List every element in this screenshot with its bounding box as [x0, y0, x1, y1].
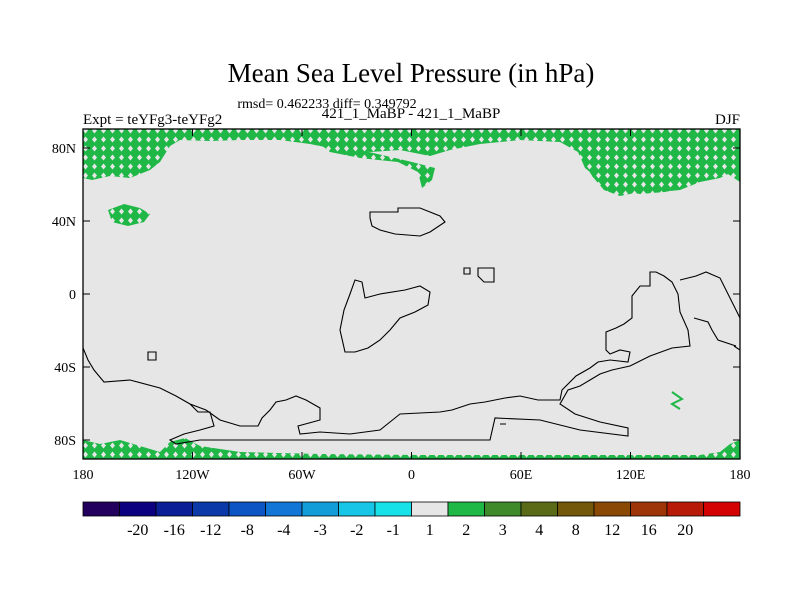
map-panel	[82, 128, 741, 460]
colorbar-box	[666, 501, 704, 517]
colorbar-box	[447, 501, 485, 517]
colorbar-label: -4	[277, 522, 290, 539]
colorbar-box	[119, 501, 157, 517]
colorbar-box	[82, 501, 120, 517]
colorbar-label: 3	[499, 522, 507, 539]
colorbar-box	[593, 501, 631, 517]
colorbar-label: 2	[462, 522, 470, 539]
coastline-islands	[147, 351, 506, 425]
colorbar-box	[192, 501, 230, 517]
coastline-africa	[339, 279, 431, 353]
colorbar-box	[301, 501, 339, 517]
y-tick-label: 80S	[54, 434, 76, 449]
y-tick-label: 40N	[52, 215, 76, 230]
colorbar-label: 8	[572, 522, 580, 539]
stats-label: rmsd= 0.462233 diff= 0.349792	[237, 97, 416, 112]
colorbar-box	[557, 501, 595, 517]
arctic-hatched-patch	[315, 140, 435, 188]
antarctic-band	[83, 438, 740, 459]
x-tick-labels: 180 120W 60W 0 60E 120E 180	[73, 468, 751, 483]
colorbar-label: -8	[241, 522, 254, 539]
season-label: DJF	[715, 112, 740, 128]
x-tick-label: 120W	[175, 468, 210, 483]
x-tick-label: 60W	[288, 468, 316, 483]
coastline-arabia	[463, 267, 495, 283]
colorbar-label: -2	[350, 522, 363, 539]
colorbar-box	[155, 501, 193, 517]
colorbar-label: -3	[314, 522, 327, 539]
north-pacific-patch	[108, 204, 150, 226]
coastline-eurasia-west	[369, 207, 446, 237]
colorbar-box	[630, 501, 668, 517]
x-tick-label: 0	[408, 468, 415, 483]
y-axis	[83, 147, 740, 441]
positive-anomaly-regions	[83, 129, 740, 459]
y-tick-label: 80N	[52, 142, 76, 157]
experiment-label: Expt = teYFg3-teYFg2	[83, 112, 222, 128]
south-pacific-mark	[669, 391, 684, 410]
chart-title: Mean Sea Level Pressure (in hPa)	[228, 58, 595, 88]
arctic-band	[83, 129, 740, 194]
colorbar-label: 1	[426, 522, 434, 539]
coastlines	[83, 207, 740, 445]
colorbar-label: 20	[677, 522, 693, 539]
colorbar: -20 -16 -12 -8 -4 -3 -2 -1 1 2 3 4 8 12 16 20	[82, 501, 741, 539]
colorbar-box	[338, 501, 376, 517]
colorbar-box	[411, 501, 449, 517]
coastline-australia	[679, 271, 740, 351]
x-axis	[82, 129, 741, 459]
x-tick-label: 180	[73, 468, 94, 483]
colorbar-box	[228, 501, 266, 517]
colorbar-label: 4	[535, 522, 543, 539]
colorbar-box	[520, 501, 558, 517]
x-tick-label: 60E	[510, 468, 533, 483]
colorbar-label: 12	[604, 522, 620, 539]
run-label: 421_1_MaBP - 421_1_MaBP	[322, 106, 501, 122]
y-tick-label: 40S	[54, 361, 76, 376]
colorbar-label: -1	[387, 522, 400, 539]
colorbar-box	[265, 501, 303, 517]
siberian-block	[578, 140, 740, 196]
y-tick-label: 0	[69, 288, 76, 303]
colorbar-label: -20	[127, 522, 148, 539]
x-tick-label: 120E	[616, 468, 646, 483]
x-tick-label: 180	[730, 468, 751, 483]
colorbar-label: -12	[200, 522, 221, 539]
colorbar-label: -16	[164, 522, 185, 539]
coastline-americas	[83, 271, 691, 445]
colorbar-box	[703, 501, 741, 517]
colorbar-box	[484, 501, 522, 517]
colorbar-label: 16	[641, 522, 657, 539]
colorbar-box	[374, 501, 412, 517]
y-tick-labels: 80N 40N 0 40S 80S	[52, 142, 76, 449]
